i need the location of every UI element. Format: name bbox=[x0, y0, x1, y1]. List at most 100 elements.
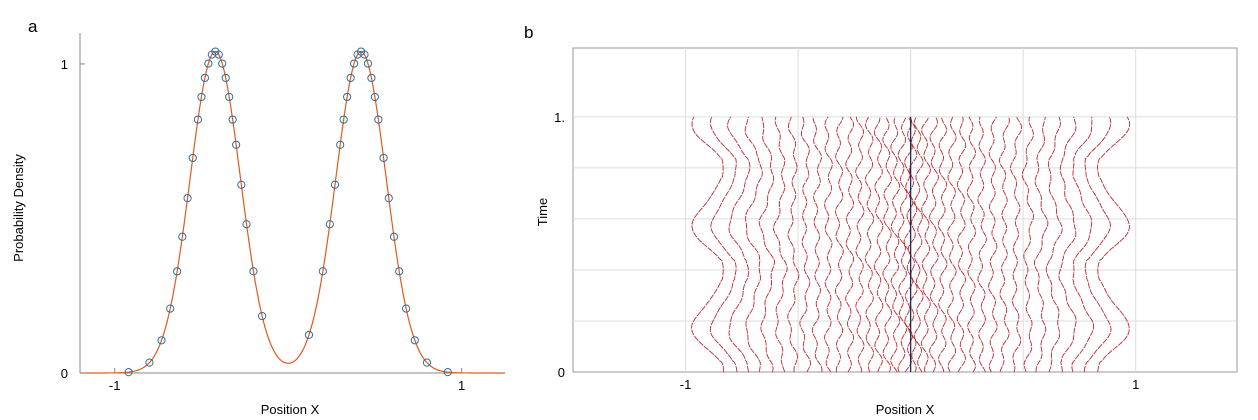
chart-a-axes bbox=[79, 33, 505, 374]
chart-a-point bbox=[188, 153, 197, 163]
chart-b-trajectory bbox=[988, 116, 998, 373]
chart-a-point bbox=[318, 267, 327, 276]
chart-b-trajectory bbox=[929, 116, 939, 373]
chart-a-point bbox=[304, 330, 314, 339]
chart-a-point bbox=[443, 368, 452, 377]
chart-a-point bbox=[336, 140, 345, 149]
chart-a-ticks: -1 1 0 1 bbox=[61, 57, 465, 393]
chart-a-point bbox=[173, 267, 182, 276]
panel-label-a: a bbox=[28, 17, 38, 36]
chart-b-trajectory bbox=[873, 116, 884, 373]
chart-b: b -1 1 0 1. Position X Time bbox=[524, 23, 1238, 417]
chart-a-point bbox=[237, 180, 246, 189]
chart-b-trajectory bbox=[787, 116, 800, 373]
chart-a-point bbox=[343, 92, 352, 102]
chart-b-trajectory bbox=[773, 116, 788, 373]
chart-b-ticks: -1 1 0 1. bbox=[554, 110, 1139, 392]
chart-b-trajectory bbox=[1071, 116, 1095, 373]
chart-a-point bbox=[183, 194, 192, 203]
chart-a-point bbox=[325, 220, 334, 229]
chart-b-trajectory bbox=[921, 116, 931, 373]
chart-b-trajectory bbox=[956, 116, 967, 373]
chart-a-point bbox=[166, 304, 175, 313]
chart-b-trajectory bbox=[907, 116, 918, 373]
chart-b-trajectory bbox=[890, 116, 901, 373]
chart-a-point bbox=[193, 115, 203, 124]
chart-b-trajectory bbox=[966, 116, 977, 373]
chart-a-point bbox=[389, 232, 399, 241]
chart-a-point bbox=[145, 358, 154, 367]
chart-b-trajectory bbox=[845, 116, 855, 373]
chart-a-point bbox=[410, 336, 419, 345]
chart-b-trajectory bbox=[1010, 116, 1023, 373]
chart-a-ylabel: Probability Density bbox=[11, 154, 26, 262]
chart-a-point bbox=[258, 311, 267, 321]
chart-b-trajectories bbox=[691, 116, 1131, 373]
chart-a-point bbox=[360, 50, 369, 59]
chart-a-point bbox=[218, 59, 227, 68]
chart-b-trajectory bbox=[937, 116, 948, 373]
chart-a-point bbox=[178, 232, 187, 241]
chart-a-point bbox=[367, 73, 376, 83]
chart-b-trajectory bbox=[824, 116, 833, 373]
chart-b-trajectory bbox=[1021, 116, 1035, 373]
chart-a-point bbox=[346, 73, 355, 83]
chart-b-trajectory bbox=[834, 116, 844, 373]
chart-b-trajectory bbox=[855, 116, 865, 373]
chart-a-point bbox=[157, 336, 166, 345]
chart-b-trajectory bbox=[1045, 116, 1063, 373]
chart-a-point bbox=[228, 115, 237, 124]
chart-b-trajectory bbox=[903, 116, 914, 373]
chart-a: a -1 1 0 1 Position X Probability Density bbox=[11, 17, 505, 417]
chart-b-xlabel: Position X bbox=[876, 402, 935, 417]
chart-a-point bbox=[200, 73, 209, 83]
chart-a-point bbox=[379, 153, 388, 163]
chart-b-trajectory bbox=[1083, 116, 1112, 373]
chart-b-trajectory bbox=[977, 116, 987, 373]
panel-label-b: b bbox=[524, 23, 533, 42]
chart-a-point bbox=[197, 92, 206, 102]
chart-b-frame bbox=[572, 47, 1238, 373]
chart-b-trajectory bbox=[897, 116, 908, 373]
chart-b-trajectory bbox=[1058, 116, 1077, 373]
chart-a-point bbox=[339, 115, 348, 124]
chart-a-point bbox=[374, 115, 383, 124]
chart-b-trajectory bbox=[727, 116, 751, 373]
chart-a-markers bbox=[124, 47, 452, 377]
chart-a-point bbox=[249, 267, 258, 276]
chart-b-trajectory bbox=[947, 116, 957, 373]
chart-b-trajectory bbox=[913, 116, 924, 373]
chart-a-point bbox=[225, 92, 234, 102]
chart-a-point bbox=[242, 220, 251, 229]
chart-a-point bbox=[384, 194, 393, 203]
chart-a-point bbox=[221, 73, 230, 83]
chart-a-xlabel: Position X bbox=[261, 402, 320, 417]
chart-b-ylabel: Time bbox=[535, 198, 550, 226]
chart-a-point bbox=[402, 304, 411, 313]
chart-a-point bbox=[370, 92, 379, 102]
chart-b-trajectory bbox=[691, 116, 724, 373]
chart-a-xtick-label: -1 bbox=[109, 378, 121, 393]
chart-b-trajectory bbox=[1097, 116, 1131, 373]
chart-a-point bbox=[422, 358, 432, 367]
chart-b-trajectory bbox=[758, 116, 775, 373]
chart-a-point bbox=[214, 50, 223, 59]
chart-a-fit-line bbox=[80, 50, 505, 374]
chart-a-point bbox=[349, 59, 359, 68]
chart-a-point bbox=[330, 180, 340, 189]
chart-a-xtick-label: 1 bbox=[458, 378, 465, 393]
chart-b-trajectory bbox=[882, 116, 893, 373]
chart-b-trajectory bbox=[811, 116, 823, 373]
chart-b-trajectory bbox=[799, 116, 812, 373]
chart-b-xtick-label: 1 bbox=[1132, 377, 1139, 392]
chart-a-curve bbox=[80, 50, 505, 374]
chart-b-trajectory bbox=[1034, 116, 1049, 373]
chart-a-point bbox=[124, 368, 133, 377]
chart-b-trajectory bbox=[744, 116, 763, 373]
chart-b-ytick-label: 1. bbox=[554, 110, 565, 125]
chart-a-ytick-label: 1 bbox=[61, 57, 68, 72]
chart-a-point bbox=[363, 59, 373, 68]
chart-b-xtick-label: -1 bbox=[680, 377, 692, 392]
chart-a-ytick-label: 0 bbox=[61, 366, 68, 381]
